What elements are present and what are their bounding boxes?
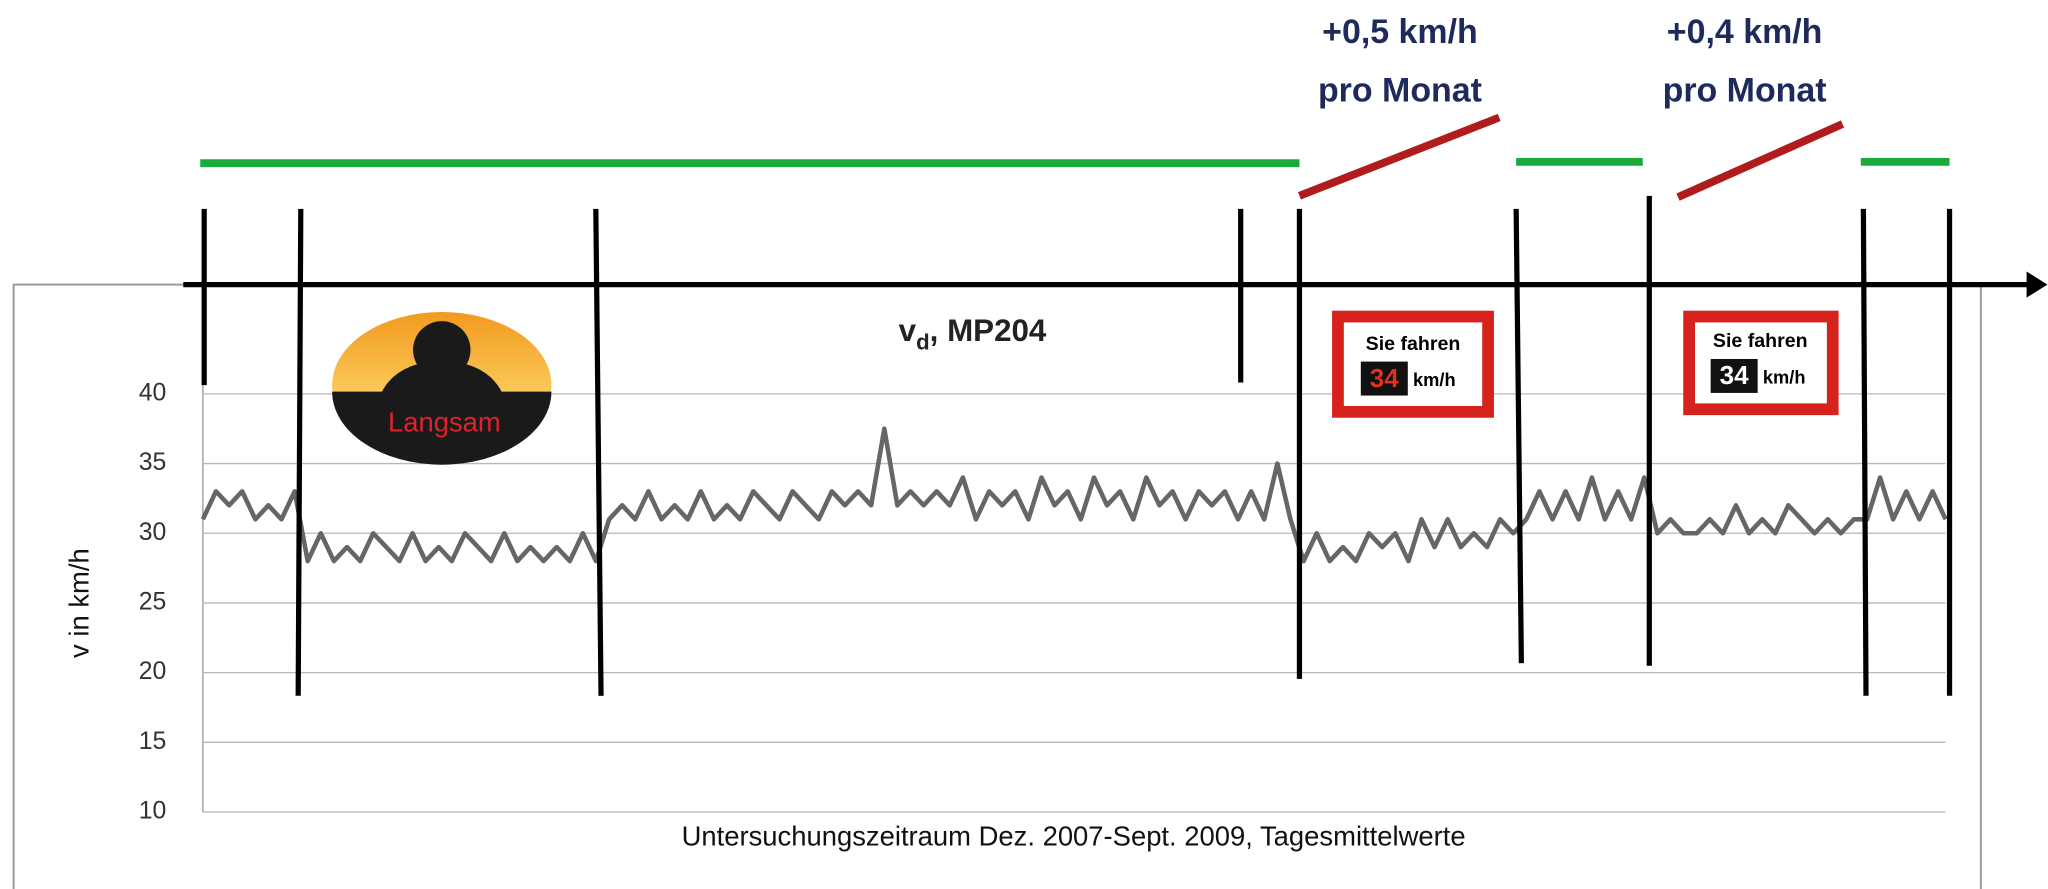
trend-label: pro Monat	[1663, 72, 1827, 110]
langsam-sign: Langsam	[332, 312, 551, 465]
sign-text: Sie fahren	[1366, 333, 1461, 355]
sign-text: Langsam	[388, 407, 501, 438]
speed-sign: Sie fahren 34 km/h	[1332, 311, 1494, 418]
trend-label: +0,4 km/h	[1667, 13, 1823, 51]
title-sub: d	[916, 329, 930, 354]
sign-display: 34	[1370, 363, 1400, 393]
sign-text: Sie fahren	[1713, 330, 1808, 352]
constant-trends	[200, 162, 1949, 163]
rising-trends	[1299, 117, 1842, 197]
y-tick-label: 35	[139, 449, 167, 476]
y-tick-label: 15	[139, 728, 167, 755]
x-axis-label: Untersuchungszeitraum Dez. 2007-Sept. 20…	[682, 820, 1466, 851]
title-part: v	[899, 313, 917, 348]
y-axis-label: v in km/h	[64, 548, 95, 658]
sign-text: km/h	[1413, 369, 1456, 390]
sign-display: 34	[1720, 360, 1750, 390]
y-tick-label: 30	[139, 519, 167, 546]
chart-title: vd, MP204	[899, 313, 1047, 354]
speed-sign: Sie fahren 34 km/h	[1683, 311, 1838, 415]
y-tick-label: 20	[139, 658, 167, 685]
y-tick-label: 10	[139, 798, 167, 825]
trend-labels: +0,5 km/h pro Monat +0,4 km/h pro Monat	[1318, 13, 1827, 110]
page: {"chart_data": {"type": "line", "title_p…	[0, 0, 2048, 889]
chart: 10 15 20 25 30 35 40 +0,5 km/h pro Monat +0,4 …	[0, 0, 2048, 889]
title-part: , MP204	[930, 313, 1047, 348]
axis-arrow	[2027, 272, 2048, 298]
y-tick-label: 40	[139, 379, 167, 406]
trend-label: pro Monat	[1318, 72, 1482, 110]
y-tick-label: 25	[139, 588, 167, 615]
sign-text: km/h	[1763, 366, 1806, 387]
trend-label: +0,5 km/h	[1322, 13, 1478, 51]
